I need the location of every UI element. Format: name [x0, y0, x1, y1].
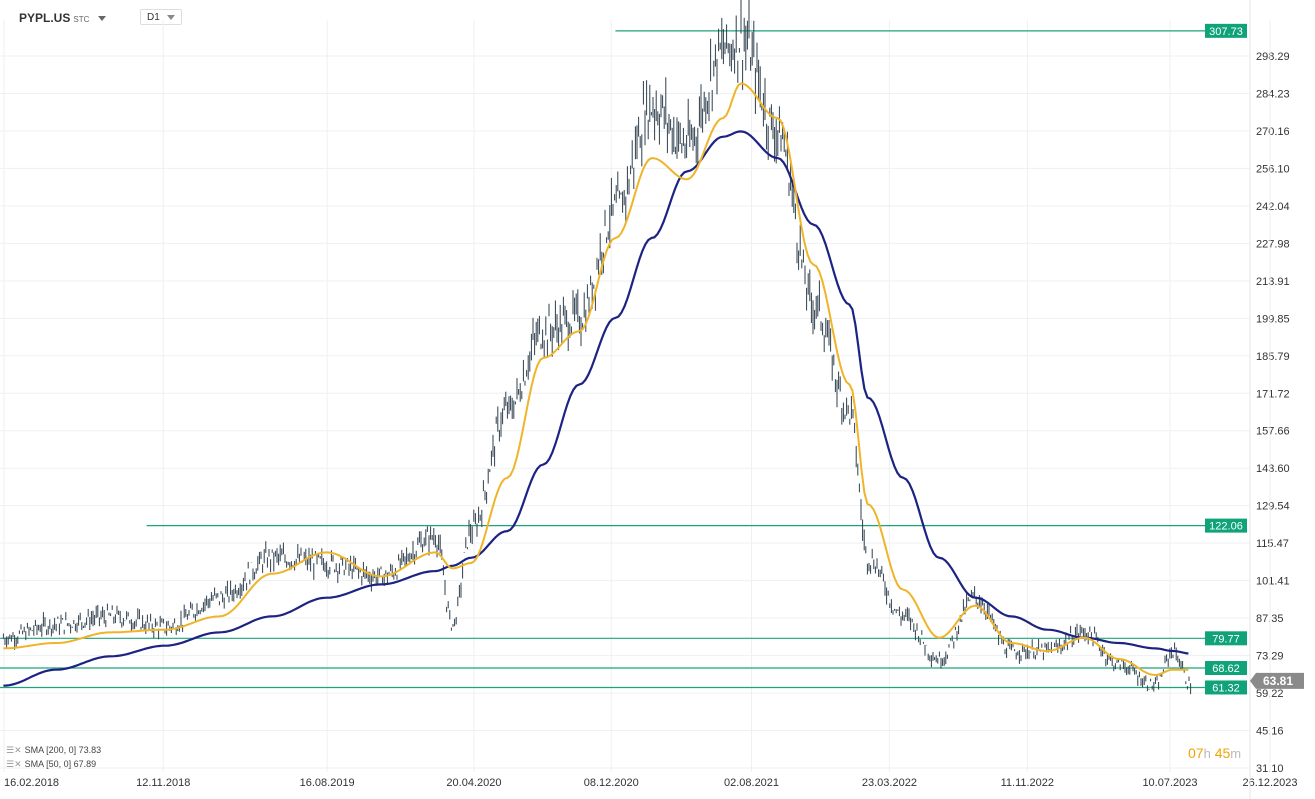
x-tick-label: 26.12.2023 — [1242, 777, 1297, 789]
y-tick-label: 213.91 — [1256, 276, 1290, 288]
y-tick-label: 129.54 — [1256, 501, 1290, 513]
timeframe-value: D1 — [147, 12, 160, 23]
level-label: 79.77 — [1212, 633, 1240, 645]
symbol-name: PYPL.US — [19, 11, 71, 25]
x-tick-label: 12.11.2018 — [136, 777, 190, 789]
timer-hours: 07 — [1188, 745, 1204, 761]
legend-sma200-label: SMA [200, 0] 73.83 — [24, 745, 102, 755]
y-tick-label: 101.41 — [1256, 576, 1290, 588]
settings-icon[interactable]: ☰✕ — [6, 759, 22, 769]
level-badge — [1205, 661, 1247, 676]
legend-sma50-label: SMA [50, 0] 67.89 — [24, 759, 97, 769]
y-tick-label: 298.29 — [1256, 51, 1290, 63]
y-tick-label: 171.72 — [1256, 388, 1290, 400]
level-label: 68.62 — [1212, 663, 1240, 675]
y-tick-label: 227.98 — [1256, 238, 1290, 250]
timer-minutes-unit: m — [1230, 746, 1242, 761]
x-tick-label: 16.02.2018 — [4, 777, 59, 789]
y-tick-label: 185.79 — [1256, 351, 1290, 363]
level-label: 61.32 — [1212, 682, 1240, 694]
y-tick-label: 157.66 — [1256, 426, 1290, 438]
y-tick-label: 143.60 — [1256, 463, 1290, 475]
sma50-line — [3, 82, 1189, 676]
x-tick-label: 02.08.2021 — [724, 777, 779, 789]
x-tick-label: 16.08.2019 — [300, 777, 355, 789]
y-tick-label: 256.10 — [1256, 163, 1290, 175]
level-badge — [1205, 23, 1247, 38]
legend-sma50[interactable]: ☰✕ SMA [50, 0] 67.89 — [6, 759, 96, 770]
chart-header: PYPL.US STC D1 — [0, 0, 1315, 30]
level-label: 122.06 — [1209, 521, 1243, 533]
level-badge — [1205, 631, 1247, 646]
x-tick-label: 23.03.2022 — [862, 777, 917, 789]
y-tick-label: 242.04 — [1256, 201, 1290, 213]
y-tick-label: 270.16 — [1256, 126, 1290, 138]
x-tick-label: 11.11.2022 — [1001, 777, 1054, 789]
x-tick-label: 20.04.2020 — [446, 777, 501, 789]
timer-minutes: 45 — [1214, 745, 1231, 761]
x-tick-label: 10.07.2023 — [1142, 777, 1197, 789]
chevron-down-icon — [98, 16, 107, 22]
y-tick-label: 284.23 — [1256, 88, 1290, 100]
level-badge — [1205, 518, 1247, 533]
sma200-line — [3, 130, 1189, 687]
level-label: 307.73 — [1209, 26, 1243, 38]
level-badge — [1205, 680, 1247, 695]
y-tick-label: 199.85 — [1256, 313, 1290, 325]
timer-hours-unit: h — [1203, 746, 1211, 761]
y-tick-label: 115.47 — [1256, 538, 1289, 550]
symbol-type: STC — [73, 15, 90, 24]
price-candles — [2, 0, 1192, 695]
chevron-down-icon — [167, 15, 175, 20]
symbol-selector[interactable]: PYPL.US STC — [19, 11, 107, 25]
current-price-label: 63.81 — [1263, 674, 1293, 688]
x-tick-label: 08.12.2020 — [584, 777, 639, 789]
legend-sma200[interactable]: ☰✕ SMA [200, 0] 73.83 — [6, 745, 101, 756]
timeframe-select[interactable]: D1 — [140, 9, 182, 25]
candle-timer: 07h 45m — [1188, 745, 1241, 761]
current-price-badge — [1250, 672, 1304, 689]
settings-icon[interactable]: ☰✕ — [6, 745, 22, 755]
